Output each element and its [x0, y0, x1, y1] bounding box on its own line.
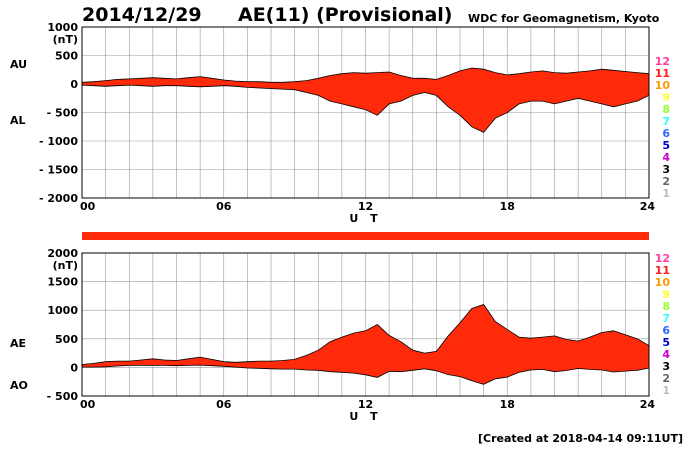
panel-2-band-fill [82, 304, 649, 385]
panel-2-quality-level: 9 [662, 288, 670, 301]
created-timestamp: [Created at 2018-04-14 09:11UT] [478, 432, 684, 445]
panel-1-frame [81, 26, 650, 199]
panel-2-y-tick-label: 1500 [47, 276, 78, 289]
panel-1-y-tick-label: - 2000 [39, 192, 78, 205]
panel-2-quality-level: 1 [662, 384, 670, 397]
panel-1-quality-level: 3 [662, 163, 670, 176]
panel-1-band-fill [82, 68, 649, 133]
panel-1-quality-level: 7 [662, 115, 670, 128]
panel-1-x-tick-label: 00 [80, 200, 96, 213]
panel-1-x-axis-label: U T [349, 212, 381, 225]
panel-1-quality-level: 12 [655, 55, 670, 68]
panel-2-bottom-series-label: AO [10, 379, 28, 392]
panel-2-x-axis-label: U T [349, 410, 381, 423]
panel-2-quality-level: 5 [662, 336, 670, 349]
panel-2-quality-level: 7 [662, 312, 670, 325]
panel-1-quality-level: 1 [662, 187, 670, 200]
panel-1-y-tick-label: - 500 [47, 107, 79, 120]
panel-2-frame [81, 252, 650, 397]
panel-1-series-au [81, 67, 650, 83]
panel-1-y-tick-label: - 1500 [39, 164, 78, 177]
panel-2-quality-level: 12 [655, 252, 670, 265]
panel-1-quality-level: 9 [662, 91, 670, 104]
panel-2-quality-level: 3 [662, 360, 670, 373]
panel-2-top-series-label: AE [10, 337, 26, 350]
panel-2-y-tick-label: 0 [70, 361, 78, 374]
panel-2-series-ae [81, 304, 650, 365]
panel-1-quality-level: 11 [655, 67, 670, 80]
panel-1-bottom-series-label: AL [10, 114, 26, 127]
panel-1-quality-level: 8 [662, 103, 670, 116]
panel-2-x-tick-label: 06 [216, 398, 232, 411]
panel-1-quality-level: 10 [655, 79, 671, 92]
panel-2-quality-level: 4 [662, 348, 670, 361]
panel-1-top-series-label: AU [10, 58, 27, 71]
panel-1-y-tick-label: 1000 [47, 21, 78, 34]
panel-2-y-tick-label: - 500 [47, 390, 79, 403]
panel-2-quality-level: 10 [655, 276, 671, 289]
panel-1-quality-level: 4 [662, 151, 670, 164]
panel-1-quality-level: 2 [662, 175, 670, 188]
panel-2-unit-label: (nT) [53, 259, 78, 272]
panel-1-x-tick-label: 06 [216, 200, 232, 213]
index-title: AE(11) (Provisional) [238, 4, 453, 26]
panel-1-y-tick-label: 0 [70, 78, 78, 91]
panel-1-quality-level: 5 [662, 139, 670, 152]
panel-2-y-tick-label: 2000 [47, 247, 78, 260]
panel-2-quality-level: 8 [662, 300, 670, 313]
panel-1-quality-level: 6 [662, 127, 670, 140]
panel-2-x-tick-label: 18 [500, 398, 515, 411]
panel-2-x-tick-label: 12 [358, 398, 373, 411]
date-label: 2014/12/29 [82, 4, 202, 26]
panel-2-series-ao [82, 364, 650, 385]
quality-bar [82, 232, 649, 240]
panel-1-x-tick-label: 12 [358, 200, 373, 213]
panel-1-y-tick-label: 500 [55, 50, 78, 63]
panel-2-y-tick-label: 500 [55, 333, 78, 346]
panel-1-y-tick-label: - 1000 [39, 135, 78, 148]
panel-1-x-tick-label: 24 [640, 200, 656, 213]
panel-2-y-tick-label: 1000 [47, 304, 78, 317]
panel-1-x-tick-label: 18 [500, 200, 515, 213]
panel-2-quality-level: 11 [655, 264, 670, 277]
panel-2-x-tick-label: 00 [80, 398, 96, 411]
panel-2-x-tick-label: 24 [640, 398, 656, 411]
source-label: WDC for Geomagnetism, Kyoto [468, 12, 660, 25]
panel-1-series-al [81, 84, 650, 133]
panel-2-quality-level: 2 [662, 372, 670, 385]
panel-1-unit-label: (nT) [53, 33, 78, 46]
panel-2-quality-level: 6 [662, 324, 670, 337]
